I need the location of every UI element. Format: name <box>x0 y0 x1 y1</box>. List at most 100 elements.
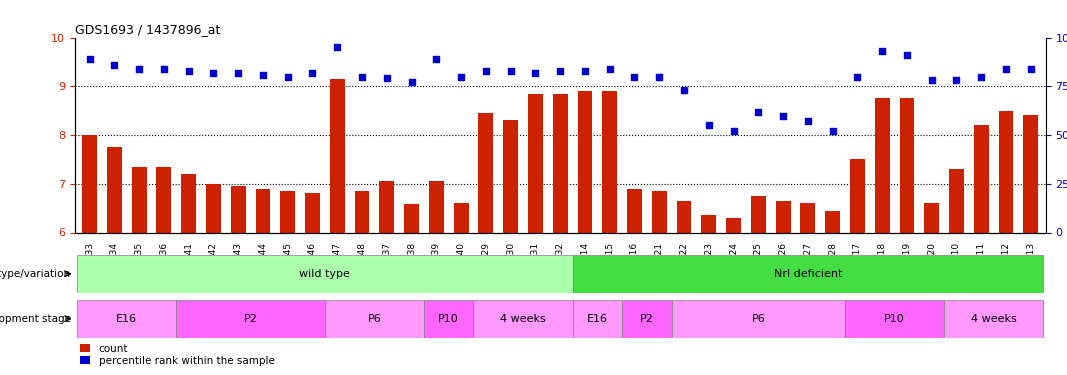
Bar <box>528 94 543 232</box>
Bar <box>206 184 221 232</box>
FancyBboxPatch shape <box>77 255 573 292</box>
Bar <box>504 120 519 232</box>
Point <box>775 112 792 118</box>
Bar <box>107 147 122 232</box>
Bar <box>305 192 320 232</box>
Text: P6: P6 <box>367 314 381 324</box>
Bar <box>1023 116 1038 232</box>
Text: P10: P10 <box>439 314 459 324</box>
FancyBboxPatch shape <box>424 300 474 338</box>
Point <box>180 68 197 74</box>
Bar <box>924 203 939 232</box>
Point <box>973 74 990 80</box>
Bar <box>404 204 419 232</box>
Bar <box>82 135 97 232</box>
Point <box>106 62 123 68</box>
Text: P6: P6 <box>751 314 765 324</box>
Point <box>874 48 891 54</box>
Point <box>428 56 445 62</box>
FancyBboxPatch shape <box>474 300 573 338</box>
Text: GDS1693 / 1437896_at: GDS1693 / 1437896_at <box>75 23 220 36</box>
Bar <box>157 166 172 232</box>
Point <box>651 74 668 80</box>
Point <box>700 122 717 128</box>
Bar <box>949 169 964 232</box>
Bar <box>181 174 196 232</box>
Bar <box>577 91 592 232</box>
Point <box>403 80 420 86</box>
Bar <box>627 189 642 232</box>
Text: P2: P2 <box>243 314 257 324</box>
Point <box>750 109 767 115</box>
Bar <box>429 182 444 232</box>
FancyBboxPatch shape <box>77 300 176 338</box>
Bar <box>751 196 766 232</box>
Point <box>254 72 271 78</box>
Bar <box>825 211 840 232</box>
FancyBboxPatch shape <box>671 300 845 338</box>
FancyBboxPatch shape <box>573 255 1044 292</box>
Bar <box>354 191 369 232</box>
Point <box>947 77 965 83</box>
Point <box>477 68 494 74</box>
Text: Nrl deficient: Nrl deficient <box>774 269 842 279</box>
FancyBboxPatch shape <box>845 300 944 338</box>
Text: P10: P10 <box>885 314 905 324</box>
FancyBboxPatch shape <box>944 300 1044 338</box>
Bar <box>652 191 667 232</box>
Point <box>726 128 743 134</box>
Bar <box>974 125 989 232</box>
Point <box>898 52 915 58</box>
Text: genotype/variation: genotype/variation <box>0 269 71 279</box>
Point <box>1022 66 1039 72</box>
Point <box>379 75 396 81</box>
Bar <box>999 111 1014 232</box>
Legend: count, percentile rank within the sample: count, percentile rank within the sample <box>80 344 274 366</box>
Point <box>130 66 147 72</box>
Text: E16: E16 <box>116 314 138 324</box>
Point <box>675 87 692 93</box>
Bar <box>602 91 617 232</box>
Point <box>156 66 173 72</box>
Point <box>280 74 297 80</box>
Bar <box>453 203 468 232</box>
FancyBboxPatch shape <box>176 300 324 338</box>
Bar <box>131 166 146 232</box>
Point <box>552 68 569 74</box>
Bar <box>727 218 740 232</box>
Point <box>601 66 618 72</box>
Text: P2: P2 <box>640 314 654 324</box>
Point <box>626 74 643 80</box>
Bar <box>899 99 914 232</box>
Bar <box>330 79 345 232</box>
Bar <box>478 113 493 232</box>
Point <box>329 44 346 50</box>
Point <box>229 70 246 76</box>
FancyBboxPatch shape <box>622 300 671 338</box>
Text: 4 weeks: 4 weeks <box>500 314 546 324</box>
Point <box>576 68 593 74</box>
Point <box>353 74 370 80</box>
Point <box>304 70 321 76</box>
Point <box>205 70 222 76</box>
Text: wild type: wild type <box>300 269 350 279</box>
Bar <box>701 215 716 232</box>
Text: 4 weeks: 4 weeks <box>971 314 1017 324</box>
Bar <box>676 201 691 232</box>
Text: development stage: development stage <box>0 314 71 324</box>
Bar <box>776 201 791 232</box>
Bar <box>875 99 890 232</box>
Bar <box>850 159 865 232</box>
Bar <box>230 186 245 232</box>
Text: E16: E16 <box>587 314 608 324</box>
Point <box>81 56 98 62</box>
Point <box>824 128 841 134</box>
FancyBboxPatch shape <box>324 300 424 338</box>
Point <box>799 118 816 124</box>
Bar <box>380 182 394 232</box>
FancyBboxPatch shape <box>573 300 622 338</box>
Point <box>998 66 1015 72</box>
Point <box>923 77 940 83</box>
Point <box>849 74 866 80</box>
Point <box>527 70 544 76</box>
